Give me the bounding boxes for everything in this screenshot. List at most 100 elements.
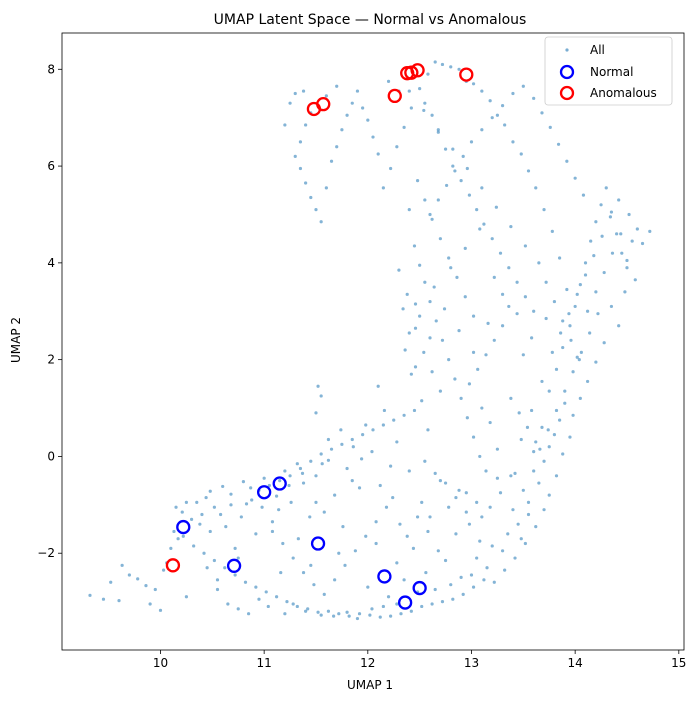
point-normal — [272, 476, 287, 491]
point-all — [475, 208, 479, 212]
point-all — [415, 515, 420, 519]
plot-area — [88, 60, 652, 621]
point-all — [509, 224, 513, 229]
point-all — [561, 345, 565, 350]
point-all — [274, 494, 279, 498]
point-all — [353, 549, 357, 553]
point-all — [120, 563, 124, 567]
point-anomalous — [404, 65, 419, 80]
point-all — [500, 292, 505, 296]
point-all — [283, 123, 287, 127]
point-all — [229, 492, 233, 496]
point-all — [480, 406, 484, 410]
point-all — [101, 597, 106, 601]
point-all — [161, 568, 166, 572]
point-all — [389, 614, 393, 618]
point-all — [212, 558, 216, 563]
point-all — [457, 488, 461, 492]
point-all — [492, 338, 496, 342]
point-all — [409, 372, 413, 376]
point-all — [174, 505, 178, 509]
point-all — [430, 113, 434, 117]
point-all — [426, 428, 430, 432]
point-all — [475, 556, 479, 560]
point-all — [382, 408, 387, 413]
point-all — [289, 500, 293, 505]
point-all — [490, 237, 494, 241]
point-all — [402, 125, 406, 129]
point-all — [484, 469, 488, 473]
point-all — [413, 326, 418, 330]
point-all — [270, 529, 275, 534]
point-all — [438, 479, 442, 483]
point-all — [554, 367, 559, 371]
point-all — [250, 498, 254, 502]
point-all — [351, 445, 355, 449]
point-all — [88, 593, 92, 597]
point-all — [530, 408, 534, 413]
point-all — [565, 287, 569, 292]
point-all — [403, 348, 407, 352]
point-normal — [377, 569, 392, 584]
point-all — [236, 607, 240, 611]
point-all — [436, 549, 440, 553]
point-all — [588, 331, 592, 335]
point-all — [495, 476, 499, 480]
point-all — [257, 597, 261, 601]
y-tick-label: 2 — [47, 353, 55, 367]
point-all — [565, 159, 569, 163]
point-all — [547, 493, 551, 497]
point-all — [236, 556, 240, 560]
point-all — [158, 608, 163, 612]
point-all — [648, 229, 652, 234]
point-all — [395, 440, 399, 444]
point-all — [534, 525, 538, 529]
point-all — [361, 106, 365, 110]
point-all — [542, 508, 546, 512]
point-all — [625, 258, 629, 263]
point-all — [219, 512, 223, 517]
point-all — [281, 541, 285, 546]
point-all — [364, 534, 368, 538]
point-all — [517, 411, 521, 415]
point-all — [316, 610, 320, 614]
point-all — [345, 610, 349, 614]
point-all — [465, 416, 469, 420]
plot-frame — [61, 32, 685, 651]
point-all — [384, 505, 389, 509]
point-all — [511, 140, 515, 144]
point-all — [589, 239, 593, 243]
point-all — [623, 290, 627, 294]
point-all — [521, 353, 525, 357]
point-all — [398, 522, 402, 526]
point-all — [578, 396, 582, 400]
point-all — [521, 488, 525, 492]
point-normal — [310, 536, 326, 551]
point-all — [244, 502, 249, 506]
point-all — [195, 500, 199, 505]
point-all — [495, 113, 499, 117]
point-all — [568, 435, 572, 439]
point-all — [471, 435, 476, 439]
point-all — [500, 324, 505, 328]
point-all — [568, 324, 572, 328]
point-all — [347, 614, 351, 618]
point-all — [509, 396, 513, 400]
point-all — [592, 254, 596, 258]
point-all — [503, 568, 507, 572]
point-all — [467, 193, 472, 197]
point-all — [459, 575, 463, 580]
point-all — [542, 459, 546, 463]
point-all — [208, 529, 212, 534]
point-all — [523, 244, 527, 248]
point-all — [579, 350, 583, 354]
x-tick-label: 12 — [360, 656, 375, 670]
point-all — [426, 72, 430, 76]
point-all — [337, 612, 341, 616]
point-all — [412, 408, 417, 413]
point-all — [397, 268, 401, 272]
point-all — [392, 418, 396, 422]
point-all — [386, 595, 391, 599]
point-all — [578, 283, 582, 287]
y-axis-ticks: −2 0 2 4 6 8 — [37, 62, 62, 560]
